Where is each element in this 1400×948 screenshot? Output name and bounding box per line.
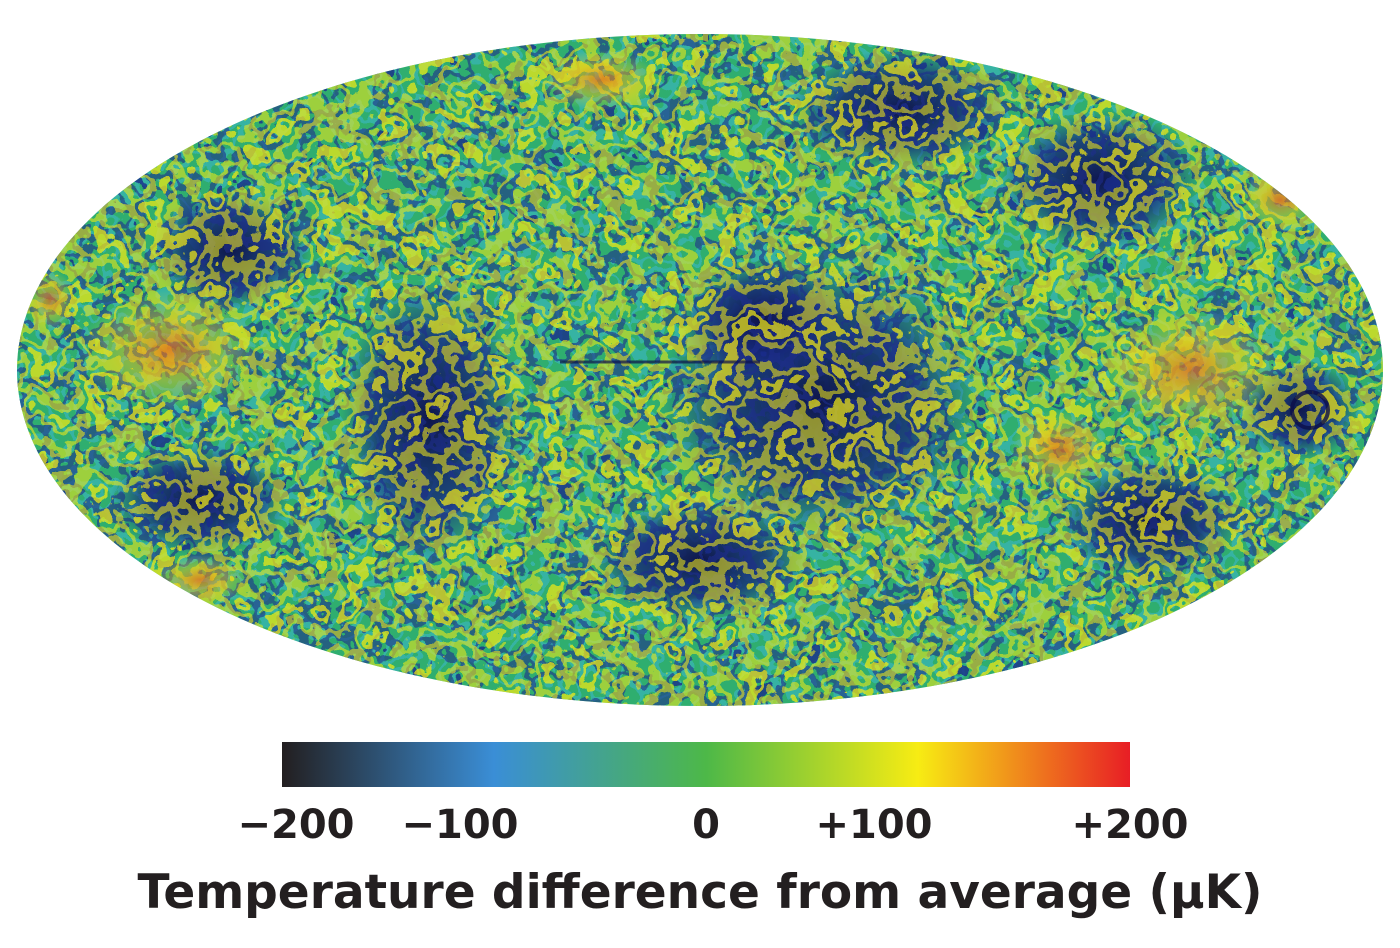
colorbar-tick-label: −100: [401, 802, 519, 848]
colorbar-tick-label: −200: [237, 802, 355, 848]
colorbar-tick-label: 0: [692, 802, 720, 848]
colorbar-tick-label: +200: [1071, 802, 1189, 848]
colorbar-gradient: [282, 742, 1130, 787]
colorbar-tick-label: +100: [815, 802, 933, 848]
colorbar: [282, 742, 1130, 787]
sky-temperature-map: [17, 34, 1383, 706]
colorbar-axis-title: Temperature difference from average (μK): [137, 865, 1263, 920]
